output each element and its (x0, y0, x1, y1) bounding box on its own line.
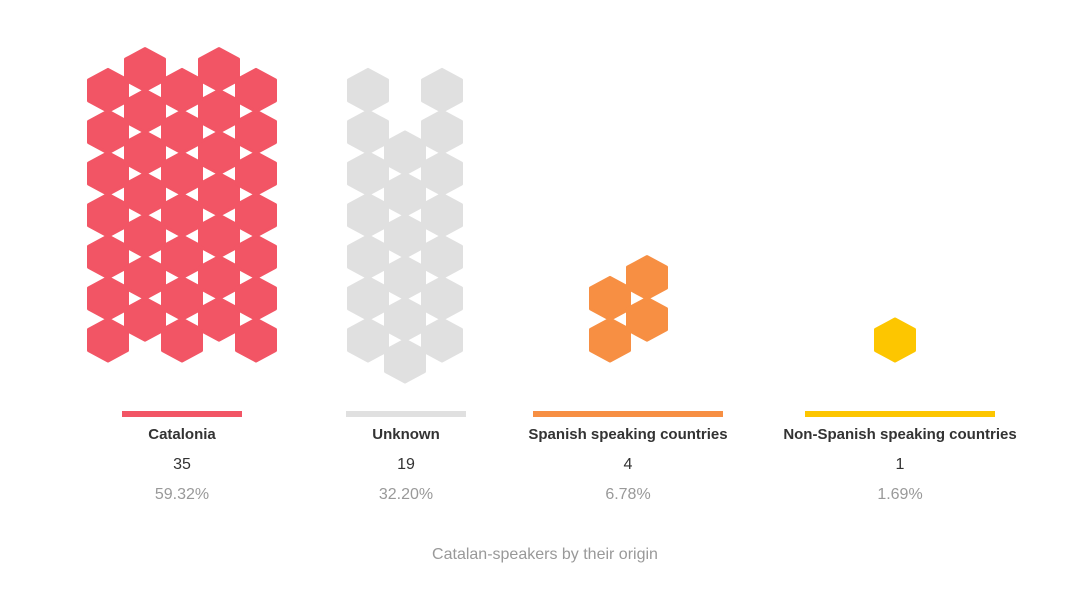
hexagon-spanish-speaking-countries-1-0 (626, 296, 668, 342)
hexagon-unknown-2-6 (421, 67, 463, 113)
hexagon-catalonia-3-0 (198, 296, 240, 342)
hexagon-unknown-0-6 (347, 67, 389, 113)
hexagon-unknown-1-2 (384, 255, 426, 301)
hexagon-unknown-2-5 (421, 109, 463, 155)
count-spanish-speaking: 4 (624, 456, 633, 473)
hexagon-catalonia-3-4 (198, 130, 240, 176)
hexagon-spanish-speaking-countries-0-1 (589, 275, 631, 321)
hexagon-unknown-0-0 (347, 317, 389, 363)
hexagons-non-spanish-speaking (874, 317, 916, 363)
hexagon-unknown-2-1 (421, 275, 463, 321)
legend-non-spanish-speaking: Non-Spanish speaking countries 1 1.69% (783, 411, 1017, 503)
hexagon-catalonia-0-1 (87, 275, 129, 321)
hexagon-catalonia-1-6 (124, 47, 166, 93)
hexagon-unknown-2-3 (421, 192, 463, 238)
hexagon-catalonia-2-3 (161, 192, 203, 238)
chart-caption: Catalan-speakers by their origin (432, 546, 658, 563)
hexagon-area (87, 47, 916, 384)
hexagon-catalonia-2-5 (161, 109, 203, 155)
hexagon-unknown-0-1 (347, 275, 389, 321)
label-unknown: Unknown (372, 426, 440, 443)
hexagon-catalonia-0-6 (87, 67, 129, 113)
percent-non-spanish-speaking: 1.69% (877, 486, 922, 503)
hexagon-unknown-1-0 (384, 338, 426, 384)
count-non-spanish-speaking: 1 (896, 456, 905, 473)
hexagon-unknown-2-2 (421, 234, 463, 280)
legend-spanish-speaking: Spanish speaking countries 4 6.78% (528, 411, 728, 503)
legend-catalonia: Catalonia 35 59.32% (122, 411, 242, 503)
percent-spanish-speaking: 6.78% (605, 486, 650, 503)
color-bar-spanish-speaking (533, 411, 723, 417)
color-bar-non-spanish-speaking (805, 411, 995, 417)
hexagon-catalonia-4-4 (235, 151, 277, 197)
hexagon-catalonia-1-2 (124, 213, 166, 259)
hexagon-unknown-1-3 (384, 213, 426, 259)
hexagon-unknown-0-5 (347, 109, 389, 155)
hexagon-catalonia-1-4 (124, 130, 166, 176)
hexagons-spanish-speaking (589, 255, 668, 363)
hexagon-catalonia-4-5 (235, 109, 277, 155)
color-bar-unknown (346, 411, 466, 417)
hexagon-catalonia-0-0 (87, 317, 129, 363)
hexagon-catalonia-4-6 (235, 67, 277, 113)
hexagon-catalonia-1-3 (124, 171, 166, 217)
hexagon-catalonia-2-1 (161, 275, 203, 321)
hexagon-catalonia-3-5 (198, 88, 240, 134)
count-unknown: 19 (397, 456, 415, 473)
hexagon-unknown-0-4 (347, 151, 389, 197)
hexagon-catalonia-3-6 (198, 47, 240, 93)
label-spanish-speaking: Spanish speaking countries (528, 426, 727, 443)
hexagon-unknown-1-5 (384, 130, 426, 176)
hexagon-unknown-1-1 (384, 296, 426, 342)
hexagon-catalonia-2-2 (161, 234, 203, 280)
hexagon-unknown-0-3 (347, 192, 389, 238)
label-non-spanish-speaking: Non-Spanish speaking countries (783, 426, 1016, 443)
hexagon-catalonia-4-2 (235, 234, 277, 280)
hexagon-spanish-speaking-countries-1-1 (626, 255, 668, 301)
hexagon-catalonia-2-6 (161, 67, 203, 113)
count-catalonia: 35 (173, 456, 191, 473)
hexagon-catalonia-4-0 (235, 317, 277, 363)
hexagon-catalonia-0-5 (87, 109, 129, 155)
percent-unknown: 32.20% (379, 486, 433, 503)
hexagon-unknown-2-0 (421, 317, 463, 363)
hexagon-catalonia-2-4 (161, 151, 203, 197)
hexagons-unknown (347, 67, 463, 384)
hexagon-catalonia-3-2 (198, 213, 240, 259)
hexagon-catalonia-1-5 (124, 88, 166, 134)
hexagon-unknown-1-4 (384, 172, 426, 218)
color-bar-catalonia (122, 411, 242, 417)
hexagon-catalonia-4-1 (235, 275, 277, 321)
hexagon-catalonia-2-0 (161, 317, 203, 363)
hexagon-catalonia-3-1 (198, 255, 240, 301)
legend-unknown: Unknown 19 32.20% (346, 411, 466, 503)
hexagon-spanish-speaking-countries-0-0 (589, 317, 631, 363)
hexagon-catalonia-3-3 (198, 171, 240, 217)
hexagon-catalonia-1-1 (124, 255, 166, 301)
hexagon-catalonia-0-3 (87, 192, 129, 238)
label-catalonia: Catalonia (148, 426, 216, 443)
hexagon-catalonia-0-4 (87, 151, 129, 197)
hexagon-catalonia-4-3 (235, 192, 277, 238)
hexagon-unknown-2-4 (421, 151, 463, 197)
hexagons-catalonia (87, 47, 277, 363)
hexagon-catalonia-1-0 (124, 296, 166, 342)
hexagon-non-spanish-speaking-countries-0-0 (874, 317, 916, 363)
hexagon-catalonia-0-2 (87, 234, 129, 280)
percent-catalonia: 59.32% (155, 486, 209, 503)
hexagon-unknown-0-2 (347, 234, 389, 280)
